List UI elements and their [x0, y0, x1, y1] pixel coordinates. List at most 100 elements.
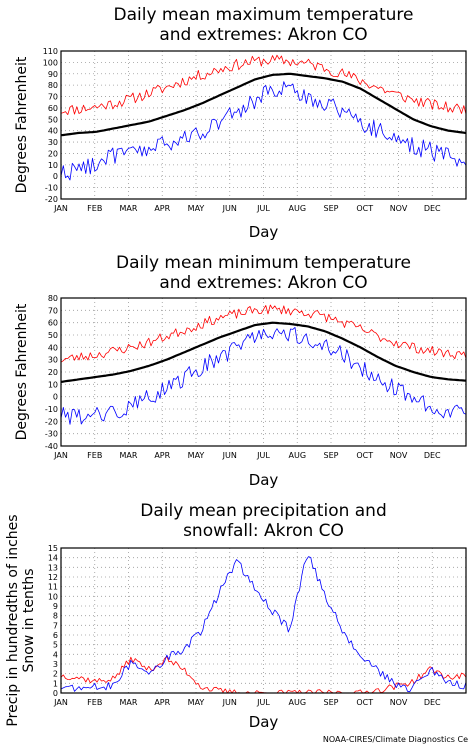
x-tick-label: SEP [324, 698, 339, 707]
series-line-2 [60, 556, 467, 693]
y-tick-label: -10 [45, 405, 58, 414]
x-axis-label: Day [249, 713, 279, 731]
y-tick-label: 80 [48, 81, 58, 90]
y-tick-label: 0 [53, 172, 58, 181]
x-tick-label: AUG [288, 698, 306, 707]
y-tick-label: 8 [53, 612, 58, 621]
chart-title: snowfall: Akron CO [183, 521, 344, 541]
y-tick-label: 1 [53, 679, 58, 688]
x-tick-label: MAR [120, 451, 138, 460]
y-tick-label: 13 [48, 563, 58, 572]
y-tick-label: 70 [48, 93, 58, 102]
x-tick-label: DEC [424, 698, 441, 707]
x-tick-label: SEP [324, 451, 339, 460]
x-tick-label: APR [154, 698, 170, 707]
y-tick-label: 11 [48, 583, 58, 592]
x-tick-label: DEC [424, 204, 441, 213]
x-tick-label: AUG [288, 451, 306, 460]
y-tick-label: 6 [53, 631, 58, 640]
y-tick-label: 2 [53, 670, 58, 679]
y-tick-label: -40 [45, 442, 58, 451]
x-tick-label: JUN [222, 451, 237, 460]
series-line-1 [60, 304, 467, 363]
chart-title: Daily mean precipitation and [140, 501, 387, 521]
plot-frame [60, 297, 467, 447]
y-tick-label: 5 [53, 641, 58, 650]
y-axis-label: Precip in hundredths of inches [5, 514, 21, 726]
x-tick-label: OCT [356, 204, 373, 213]
y-tick-label: 10 [48, 161, 58, 170]
series-line-3 [60, 81, 467, 181]
x-tick-label: MAY [188, 204, 205, 213]
y-tick-label: 90 [48, 70, 58, 79]
x-tick-label: APR [154, 451, 170, 460]
y-axis-label: Degrees Fahrenheit [14, 303, 30, 440]
y-tick-label: 30 [48, 138, 58, 147]
y-tick-label: -20 [45, 417, 58, 426]
chart-title: Daily mean minimum temperature [116, 253, 411, 273]
y-tick-label: 12 [48, 573, 58, 582]
y-tick-label: 14 [48, 554, 58, 563]
x-tick-label: MAY [188, 698, 205, 707]
chart-title: and extremes: Akron CO [159, 273, 367, 293]
y-tick-label: 100 [43, 58, 58, 67]
x-tick-label: JAN [53, 204, 68, 213]
x-tick-label: JUL [256, 204, 270, 213]
x-tick-label: JUL [256, 698, 270, 707]
credit-text: NOAA-CIRES/Climate Diagnostics Ce [323, 735, 468, 744]
x-tick-label: MAY [188, 451, 205, 460]
series-line-3 [60, 326, 467, 425]
y-tick-label: 20 [48, 368, 58, 377]
y-axis-label: Degrees Fahrenheit [14, 56, 30, 193]
y-tick-label: -10 [45, 184, 58, 193]
series-line-2 [60, 72, 467, 137]
x-tick-label: OCT [356, 698, 373, 707]
x-tick-label: NOV [390, 698, 408, 707]
y-tick-label: 30 [48, 356, 58, 365]
y-tick-label: 50 [48, 331, 58, 340]
y-tick-label: 110 [43, 47, 58, 56]
plot-frame [60, 50, 467, 200]
y-tick-label: 0 [53, 689, 58, 698]
y-tick-label: 40 [48, 343, 58, 352]
y-tick-label: -20 [45, 195, 58, 204]
y-tick-label: 50 [48, 115, 58, 124]
x-tick-label: JUN [222, 698, 237, 707]
x-tick-label: JUL [256, 451, 270, 460]
x-axis-label: Day [249, 223, 279, 241]
chart-title: Daily mean maximum temperature [114, 5, 414, 25]
y-axis-label: Snow in tenths [21, 568, 37, 672]
plot-frame [60, 547, 467, 694]
x-tick-label: APR [154, 204, 170, 213]
y-tick-label: -30 [45, 430, 58, 439]
y-tick-label: 9 [53, 602, 58, 611]
x-tick-label: FEB [87, 698, 102, 707]
x-tick-label: MAR [120, 698, 138, 707]
x-tick-label: OCT [356, 451, 373, 460]
x-tick-label: MAR [120, 204, 138, 213]
y-tick-label: 7 [53, 621, 58, 630]
x-tick-label: FEB [87, 451, 102, 460]
x-tick-label: JUN [222, 204, 237, 213]
y-tick-label: 4 [53, 650, 58, 659]
y-tick-label: 70 [48, 306, 58, 315]
y-tick-label: 60 [48, 319, 58, 328]
x-tick-label: DEC [424, 451, 441, 460]
y-tick-label: 40 [48, 127, 58, 136]
x-tick-label: JAN [53, 698, 68, 707]
series-line-1 [60, 656, 467, 694]
series-line-2 [60, 321, 467, 383]
y-tick-label: 20 [48, 149, 58, 158]
x-tick-label: SEP [324, 204, 339, 213]
y-tick-label: 60 [48, 104, 58, 113]
y-tick-label: 3 [53, 660, 58, 669]
x-tick-label: FEB [87, 204, 102, 213]
y-tick-label: 10 [48, 592, 58, 601]
chart-title: and extremes: Akron CO [159, 25, 367, 45]
x-tick-label: NOV [390, 204, 408, 213]
x-tick-label: AUG [288, 204, 306, 213]
